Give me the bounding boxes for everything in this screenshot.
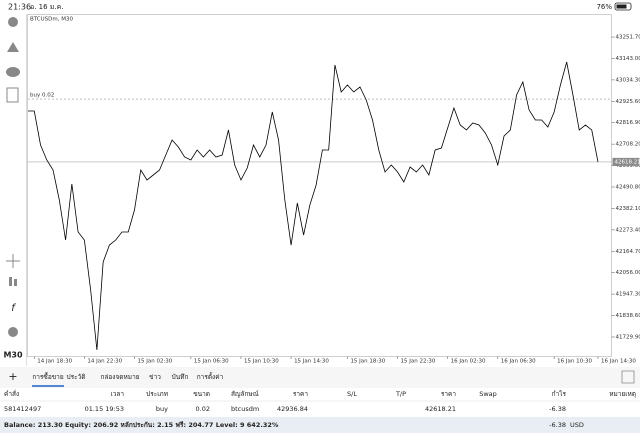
table-header: เวลา <box>110 390 124 398</box>
table-cell: 01.15 19:53 <box>85 405 124 413</box>
tab[interactable]: ข่าว <box>149 373 161 381</box>
x-tick-label: 15 Jan 06:30 <box>194 359 229 365</box>
x-tick-label: 14 Jan 18:30 <box>37 359 72 365</box>
table-cell: 42936.84 <box>277 405 308 413</box>
y-tick-label: 41838.60 <box>616 313 640 319</box>
price-line-series <box>28 61 599 351</box>
y-tick-label: 42490.80 <box>616 185 640 191</box>
battery-icon <box>614 2 632 11</box>
toolbar: f <box>6 17 20 337</box>
y-tick-label: 42599.50 <box>616 163 640 169</box>
table-header: ราคา <box>293 390 308 398</box>
x-tick-label: 15 Jan 18:30 <box>350 359 385 365</box>
tool-objects[interactable] <box>8 327 18 337</box>
tab[interactable]: บันทึก <box>172 373 189 381</box>
tab[interactable]: ประวัติ <box>67 373 86 381</box>
balance-bar <box>0 417 640 433</box>
table-cell: 581412497 <box>4 405 41 413</box>
layout-button[interactable] <box>621 370 635 384</box>
table-cell: 0.02 <box>196 405 210 413</box>
table-header: Swap <box>479 390 497 398</box>
tool-crosshair[interactable] <box>6 254 20 268</box>
y-tick-label: 42708.20 <box>616 142 640 148</box>
table-cell: buy <box>156 405 168 413</box>
table-header: T/P <box>395 390 406 398</box>
x-tick-label: 15 Jan 14:30 <box>294 359 329 365</box>
chart: 43251.70 43143.00 43034.30 42925.60 42816.90… <box>28 35 640 365</box>
x-tick-label: 16 Jan 14:30 <box>601 359 636 365</box>
table-cell: -6.38 <box>549 405 566 413</box>
total-profit: -6.38 <box>549 421 566 429</box>
tab[interactable]: การซื้อขาย <box>32 372 63 381</box>
table-header: กำไร <box>552 390 567 398</box>
x-tick-label: 16 Jan 06:30 <box>501 359 536 365</box>
tool-chat[interactable] <box>6 67 20 77</box>
battery-level <box>616 4 627 9</box>
table-header: หมายเหตุ <box>609 390 636 398</box>
tool-trade[interactable] <box>7 42 19 52</box>
balance-text: Balance: 213.30 Equity: 206.92 หลักประกั… <box>4 421 279 429</box>
tool-indicators[interactable]: f <box>11 303 16 314</box>
y-tick-label: 43034.30 <box>616 77 640 83</box>
order-label: buy 0.02 <box>30 93 54 99</box>
y-tick-label: 42164.70 <box>616 249 640 255</box>
table-header: คำสั่ง <box>4 389 19 398</box>
price-label: 42618.21 <box>615 159 640 165</box>
table-header: S/L <box>347 390 357 398</box>
price-box <box>612 157 640 166</box>
y-tick-label: 41947.30 <box>616 292 640 298</box>
timeframe-button[interactable]: M30 <box>3 351 23 360</box>
y-tick-label: 43251.70 <box>616 35 640 41</box>
x-tick-label: 16 Jan 10:30 <box>557 359 592 365</box>
status-time: 21:36 <box>8 3 31 12</box>
y-tick-label: 42925.60 <box>616 99 640 105</box>
status-battery: 76% <box>596 3 612 11</box>
x-tick-label: 15 Jan 10:30 <box>244 359 279 365</box>
add-button[interactable]: + <box>8 370 17 383</box>
table-header: ประเภท <box>146 390 168 398</box>
x-tick-label: 15 Jan 22:30 <box>401 359 436 365</box>
tab[interactable]: การตั้งค่า <box>197 372 224 381</box>
table-cell: btcusdm <box>231 405 259 413</box>
tool-account[interactable] <box>8 17 18 27</box>
tab-bar <box>0 367 640 388</box>
tab[interactable]: กล่องจดหมาย <box>100 373 139 381</box>
y-tick-label: 41729.90 <box>616 334 640 340</box>
tool-candles-2 <box>14 279 17 286</box>
tool-candles[interactable] <box>9 277 12 286</box>
table-header: ขนาด <box>193 390 210 398</box>
chart-frame <box>27 14 612 357</box>
x-tick-label: 16 Jan 02:30 <box>451 359 486 365</box>
currency: USD <box>570 421 584 429</box>
table-cell: 42618.21 <box>425 405 456 413</box>
tabs: การซื้อขาย ประวัติ กล่องจดหมาย ข่าว บันทึก กา… <box>32 372 224 387</box>
status-date: อ. 16 ม.ค. <box>30 3 64 11</box>
tool-new[interactable] <box>6 87 19 103</box>
y-tick-label: 42273.40 <box>616 227 640 233</box>
x-tick-label: 14 Jan 22:30 <box>87 359 122 365</box>
y-tick-label: 42382.10 <box>616 206 640 212</box>
table-header: ราคา <box>441 390 456 398</box>
chart-title: BTCUSDm, M30 <box>30 17 74 23</box>
y-tick-label: 43143.00 <box>616 56 640 62</box>
y-tick-label: 42816.90 <box>616 120 640 126</box>
x-tick-label: 15 Jan 02:30 <box>137 359 172 365</box>
positions-table: คำสั่ง เวลา ประเภท ขนาด สัญลักษณ์ ราคา S/L T/P ร… <box>0 389 640 413</box>
table-header: สัญลักษณ์ <box>231 390 259 398</box>
y-tick-label: 42056.00 <box>616 270 640 276</box>
